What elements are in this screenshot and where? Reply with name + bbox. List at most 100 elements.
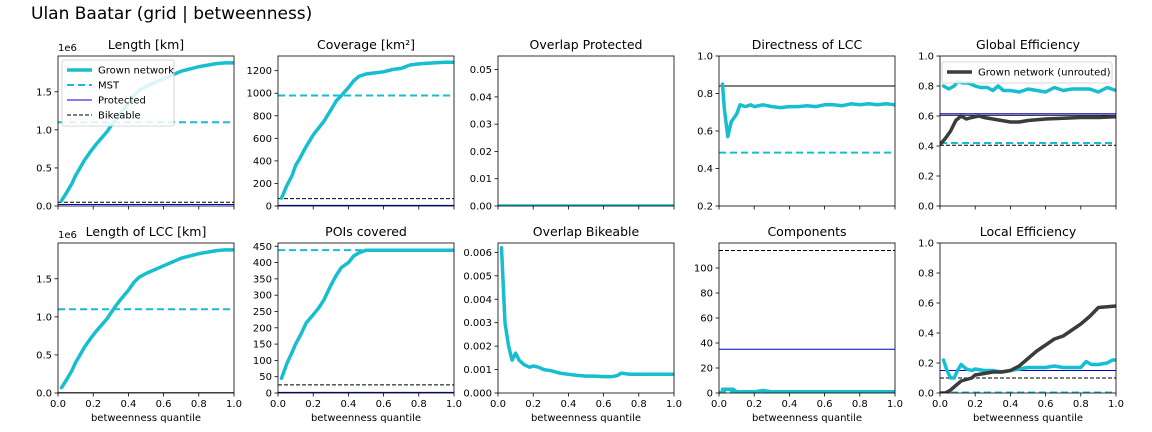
y-tick-label: 0.8 [697, 89, 713, 100]
series-line-grown [720, 387, 895, 393]
x-axis-label: betweenness quantile [91, 413, 201, 424]
x-tick-label: 0.2 [85, 399, 101, 410]
y-tick-label: 0.4 [918, 142, 934, 153]
y-tick-label: 0.00 [470, 202, 492, 213]
legend-box [941, 61, 1113, 84]
plot-area [940, 304, 1116, 393]
axes-frame [718, 55, 896, 207]
axis-offset-label: 1e6 [58, 43, 77, 54]
x-tick-label: 0.6 [1038, 399, 1054, 410]
y-tick-label: 0.2 [918, 172, 934, 183]
series-line-unrouted [940, 114, 1116, 147]
panel-title: POIs covered [325, 224, 407, 239]
x-axis-label: betweenness quantile [973, 413, 1083, 424]
y-tick-label: 100 [694, 264, 713, 275]
panel-global-efficiency: Global Efficiency 0.0 0.2 0.4 0.6 0.8 1.0 Grown… [918, 37, 1117, 213]
x-tick-label: 0.4 [340, 399, 356, 410]
y-tick-label: 1.5 [36, 274, 52, 285]
axes-frame [277, 55, 455, 207]
y-tick-label: 1.0 [36, 312, 52, 323]
y-tick-label: 0 [266, 389, 272, 400]
y-tick-label: 0.000 [463, 389, 492, 400]
x-tick-label: 0.4 [781, 399, 797, 410]
axes-frame [497, 55, 675, 207]
y-tick-label: 150 [253, 340, 272, 351]
y-tick-label: 1.5 [36, 87, 52, 98]
y-tick-label: 40 [700, 339, 713, 350]
series-line-unrouted [940, 304, 1116, 393]
y-tick-label: 450 [253, 242, 272, 253]
panel-title: Directness of LCC [752, 37, 863, 52]
x-tick-label: 0.4 [560, 399, 576, 410]
x-tick-label: 1.0 [887, 399, 903, 410]
y-tick-label: 0.4 [918, 329, 934, 340]
x-tick-label: 1.0 [666, 399, 682, 410]
y-tick-label: 0.002 [463, 342, 492, 353]
panel-title: Global Efficiency [976, 37, 1081, 52]
legend-label: MST [98, 81, 120, 92]
y-tick-label: 200 [253, 323, 272, 334]
y-tick-label: 0.2 [697, 202, 713, 213]
y-tick-label: 0.6 [918, 112, 934, 123]
y-tick-label: 80 [700, 289, 713, 300]
y-tick-label: 1.0 [697, 52, 713, 63]
y-tick-label: 0.05 [470, 65, 492, 76]
legend: Grown network MST Protected Bikeable [61, 59, 175, 127]
plot-area [278, 60, 454, 206]
panel-overlap-bikeable: Overlap Bikeable0.0000.0010.0020.0030.00… [463, 224, 682, 424]
y-tick-label: 0.4 [697, 164, 713, 175]
panel-components: Components 0 20 40 60 80 100 0.0 0.2 0.4 0.6 0.8 1.0… [694, 224, 903, 424]
figure-title: Ulan Baatar (grid | betweenness) [31, 4, 313, 24]
x-tick-label: 0.4 [120, 399, 136, 410]
panel-title: Overlap Protected [530, 37, 643, 52]
y-tick-label: 400 [253, 258, 272, 269]
y-tick-label: 60 [700, 314, 713, 325]
panel-title: Components [767, 224, 846, 239]
plot-area [940, 79, 1116, 147]
panel-title: Overlap Bikeable [533, 224, 640, 239]
x-tick-label: 0.6 [376, 399, 392, 410]
plot-area [58, 248, 234, 393]
panel-directness: Directness of LCC 0.2 0.4 0.6 0.8 1.0 [697, 37, 896, 213]
y-tick-label: 200 [253, 179, 272, 190]
x-tick-label: 1.0 [226, 399, 242, 410]
x-tick-label: 0.2 [967, 399, 983, 410]
y-tick-label: 1.0 [918, 52, 934, 63]
axes-frame [57, 242, 235, 394]
panel-coverage: Coverage [km²] 0 200 400 600 800 1000 1200 [247, 37, 455, 213]
legend: Grown network (unrouted) [941, 61, 1113, 84]
x-tick-label: 0.8 [191, 399, 207, 410]
plot-area [719, 250, 895, 393]
legend-label: Grown network (unrouted) [978, 68, 1111, 79]
series-line-grown [279, 248, 454, 381]
series-line-grown [59, 248, 234, 390]
x-tick-label: 0.6 [156, 399, 172, 410]
y-tick-label: 0.02 [470, 147, 492, 158]
y-tick-label: 20 [700, 364, 713, 375]
x-axis-label: betweenness quantile [752, 413, 862, 424]
legend-label: Protected [98, 96, 146, 107]
panel-length: Length [km] 1e6 0.0 0.5 1.0 1.5 Grown network M… [36, 37, 235, 213]
y-tick-label: 0.004 [463, 295, 492, 306]
y-tick-label: 0.6 [697, 127, 713, 138]
plot-area [278, 248, 454, 393]
x-tick-label: 1.0 [446, 399, 462, 410]
y-tick-label: 0.5 [36, 163, 52, 174]
plot-area [719, 82, 895, 154]
series-line-grown [279, 60, 454, 200]
y-tick-label: 0 [707, 389, 713, 400]
y-tick-label: 0.001 [463, 365, 492, 376]
y-tick-label: 0.005 [463, 271, 492, 282]
x-tick-label: 0.8 [631, 399, 647, 410]
x-tick-label: 0.2 [525, 399, 541, 410]
x-tick-label: 0.0 [490, 399, 506, 410]
y-tick-label: 800 [253, 111, 272, 122]
axes-frame [939, 55, 1117, 207]
y-tick-label: 0.01 [470, 174, 492, 185]
plot-area [499, 245, 674, 379]
y-tick-label: 0.5 [36, 350, 52, 361]
series-line-grown [720, 82, 895, 139]
y-tick-label: 0.8 [918, 82, 934, 93]
legend-label: Bikeable [98, 111, 141, 122]
